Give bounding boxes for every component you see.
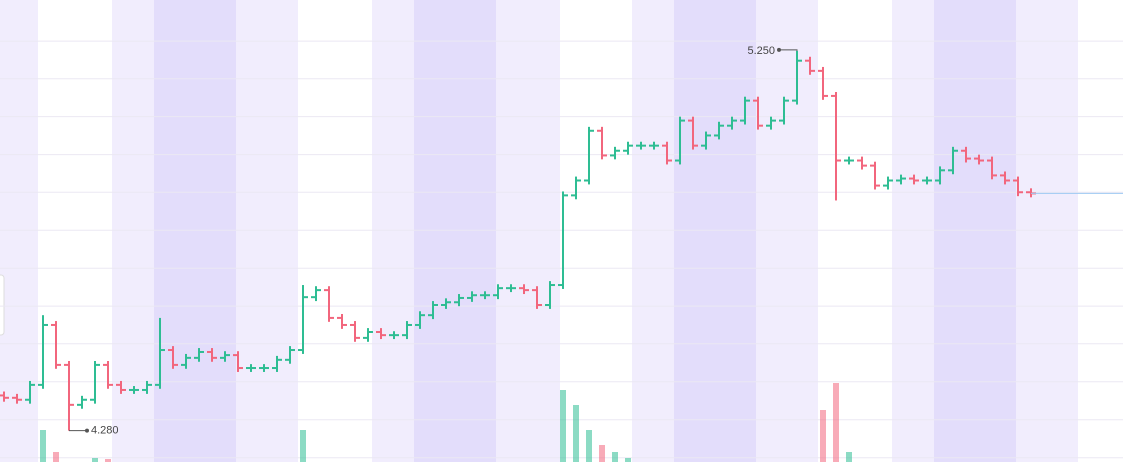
annotation-dot — [85, 428, 89, 433]
band — [154, 0, 236, 462]
volume-bar — [92, 458, 98, 462]
band — [372, 0, 414, 462]
band — [1016, 0, 1078, 462]
band — [756, 0, 818, 462]
band — [236, 0, 298, 462]
annotation-leader — [779, 49, 798, 51]
volume-bar — [820, 410, 826, 462]
volume-bar — [625, 458, 631, 462]
band — [414, 0, 496, 462]
volume-bar — [560, 390, 566, 462]
volume-bar — [105, 459, 111, 462]
band — [934, 0, 1016, 462]
annotation-label: 5.250 — [747, 45, 775, 57]
volume-bar — [599, 445, 605, 462]
session-bands — [0, 0, 1078, 462]
band — [0, 0, 38, 462]
band — [674, 0, 756, 462]
volume-bar — [53, 452, 59, 462]
side-tab[interactable] — [0, 274, 5, 336]
annotation-label: 4.280 — [91, 425, 119, 437]
volume-bar — [40, 430, 46, 462]
band — [892, 0, 934, 462]
volume-bar — [300, 430, 306, 462]
band — [632, 0, 674, 462]
volume-bar — [846, 452, 852, 462]
volume-bar — [612, 452, 618, 462]
band — [496, 0, 560, 462]
annotation-dot — [777, 47, 781, 52]
volume-bar — [586, 430, 592, 462]
volume-bar — [573, 405, 579, 462]
volume-bar — [833, 383, 839, 462]
